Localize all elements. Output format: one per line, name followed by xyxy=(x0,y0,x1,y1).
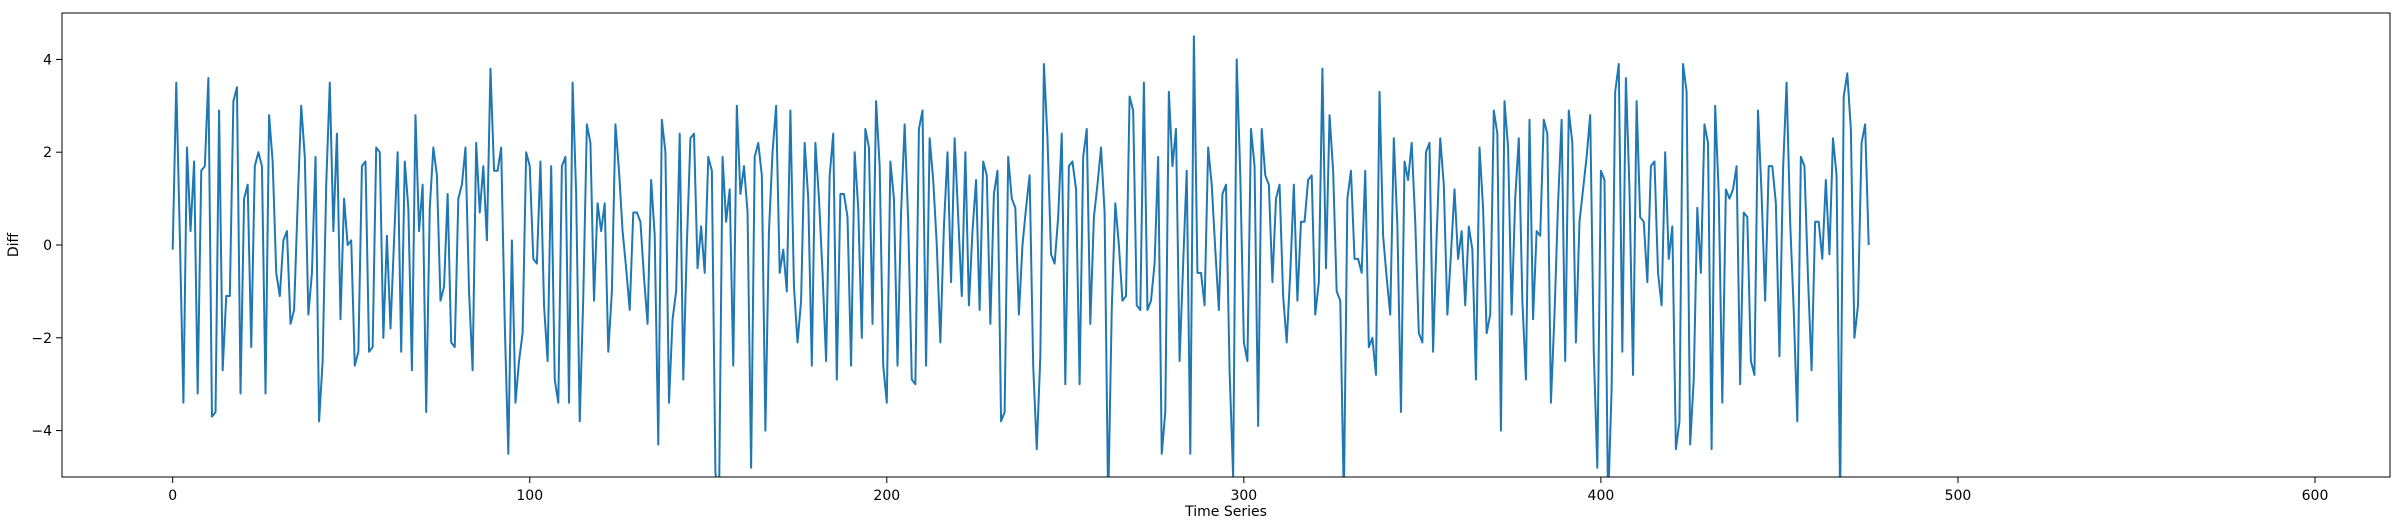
plot-area xyxy=(171,35,1870,477)
y-axis-ticks: −4 −2 0 2 4 xyxy=(31,52,62,440)
x-axis-label: Time Series xyxy=(1184,504,1267,520)
y-tick-label: −4 xyxy=(31,424,52,440)
x-tick-label: 500 xyxy=(1945,488,1972,504)
x-tick-label: 300 xyxy=(1230,488,1257,504)
y-tick-label: 2 xyxy=(43,145,52,161)
x-tick-label: 0 xyxy=(168,488,177,504)
y-tick-label: −2 xyxy=(31,331,52,347)
x-tick-label: 600 xyxy=(2302,488,2329,504)
x-tick-label: 400 xyxy=(1588,488,1615,504)
x-tick-label: 100 xyxy=(516,488,543,504)
x-axis-ticks: 0 100 200 300 400 500 600 xyxy=(168,477,2328,504)
y-tick-label: 4 xyxy=(43,52,52,68)
y-tick-label: 0 xyxy=(43,238,52,254)
series-line-0 xyxy=(171,35,1870,477)
x-tick-label: 200 xyxy=(873,488,900,504)
y-axis-label: Diff xyxy=(6,232,22,257)
plot-frame xyxy=(61,12,2391,478)
